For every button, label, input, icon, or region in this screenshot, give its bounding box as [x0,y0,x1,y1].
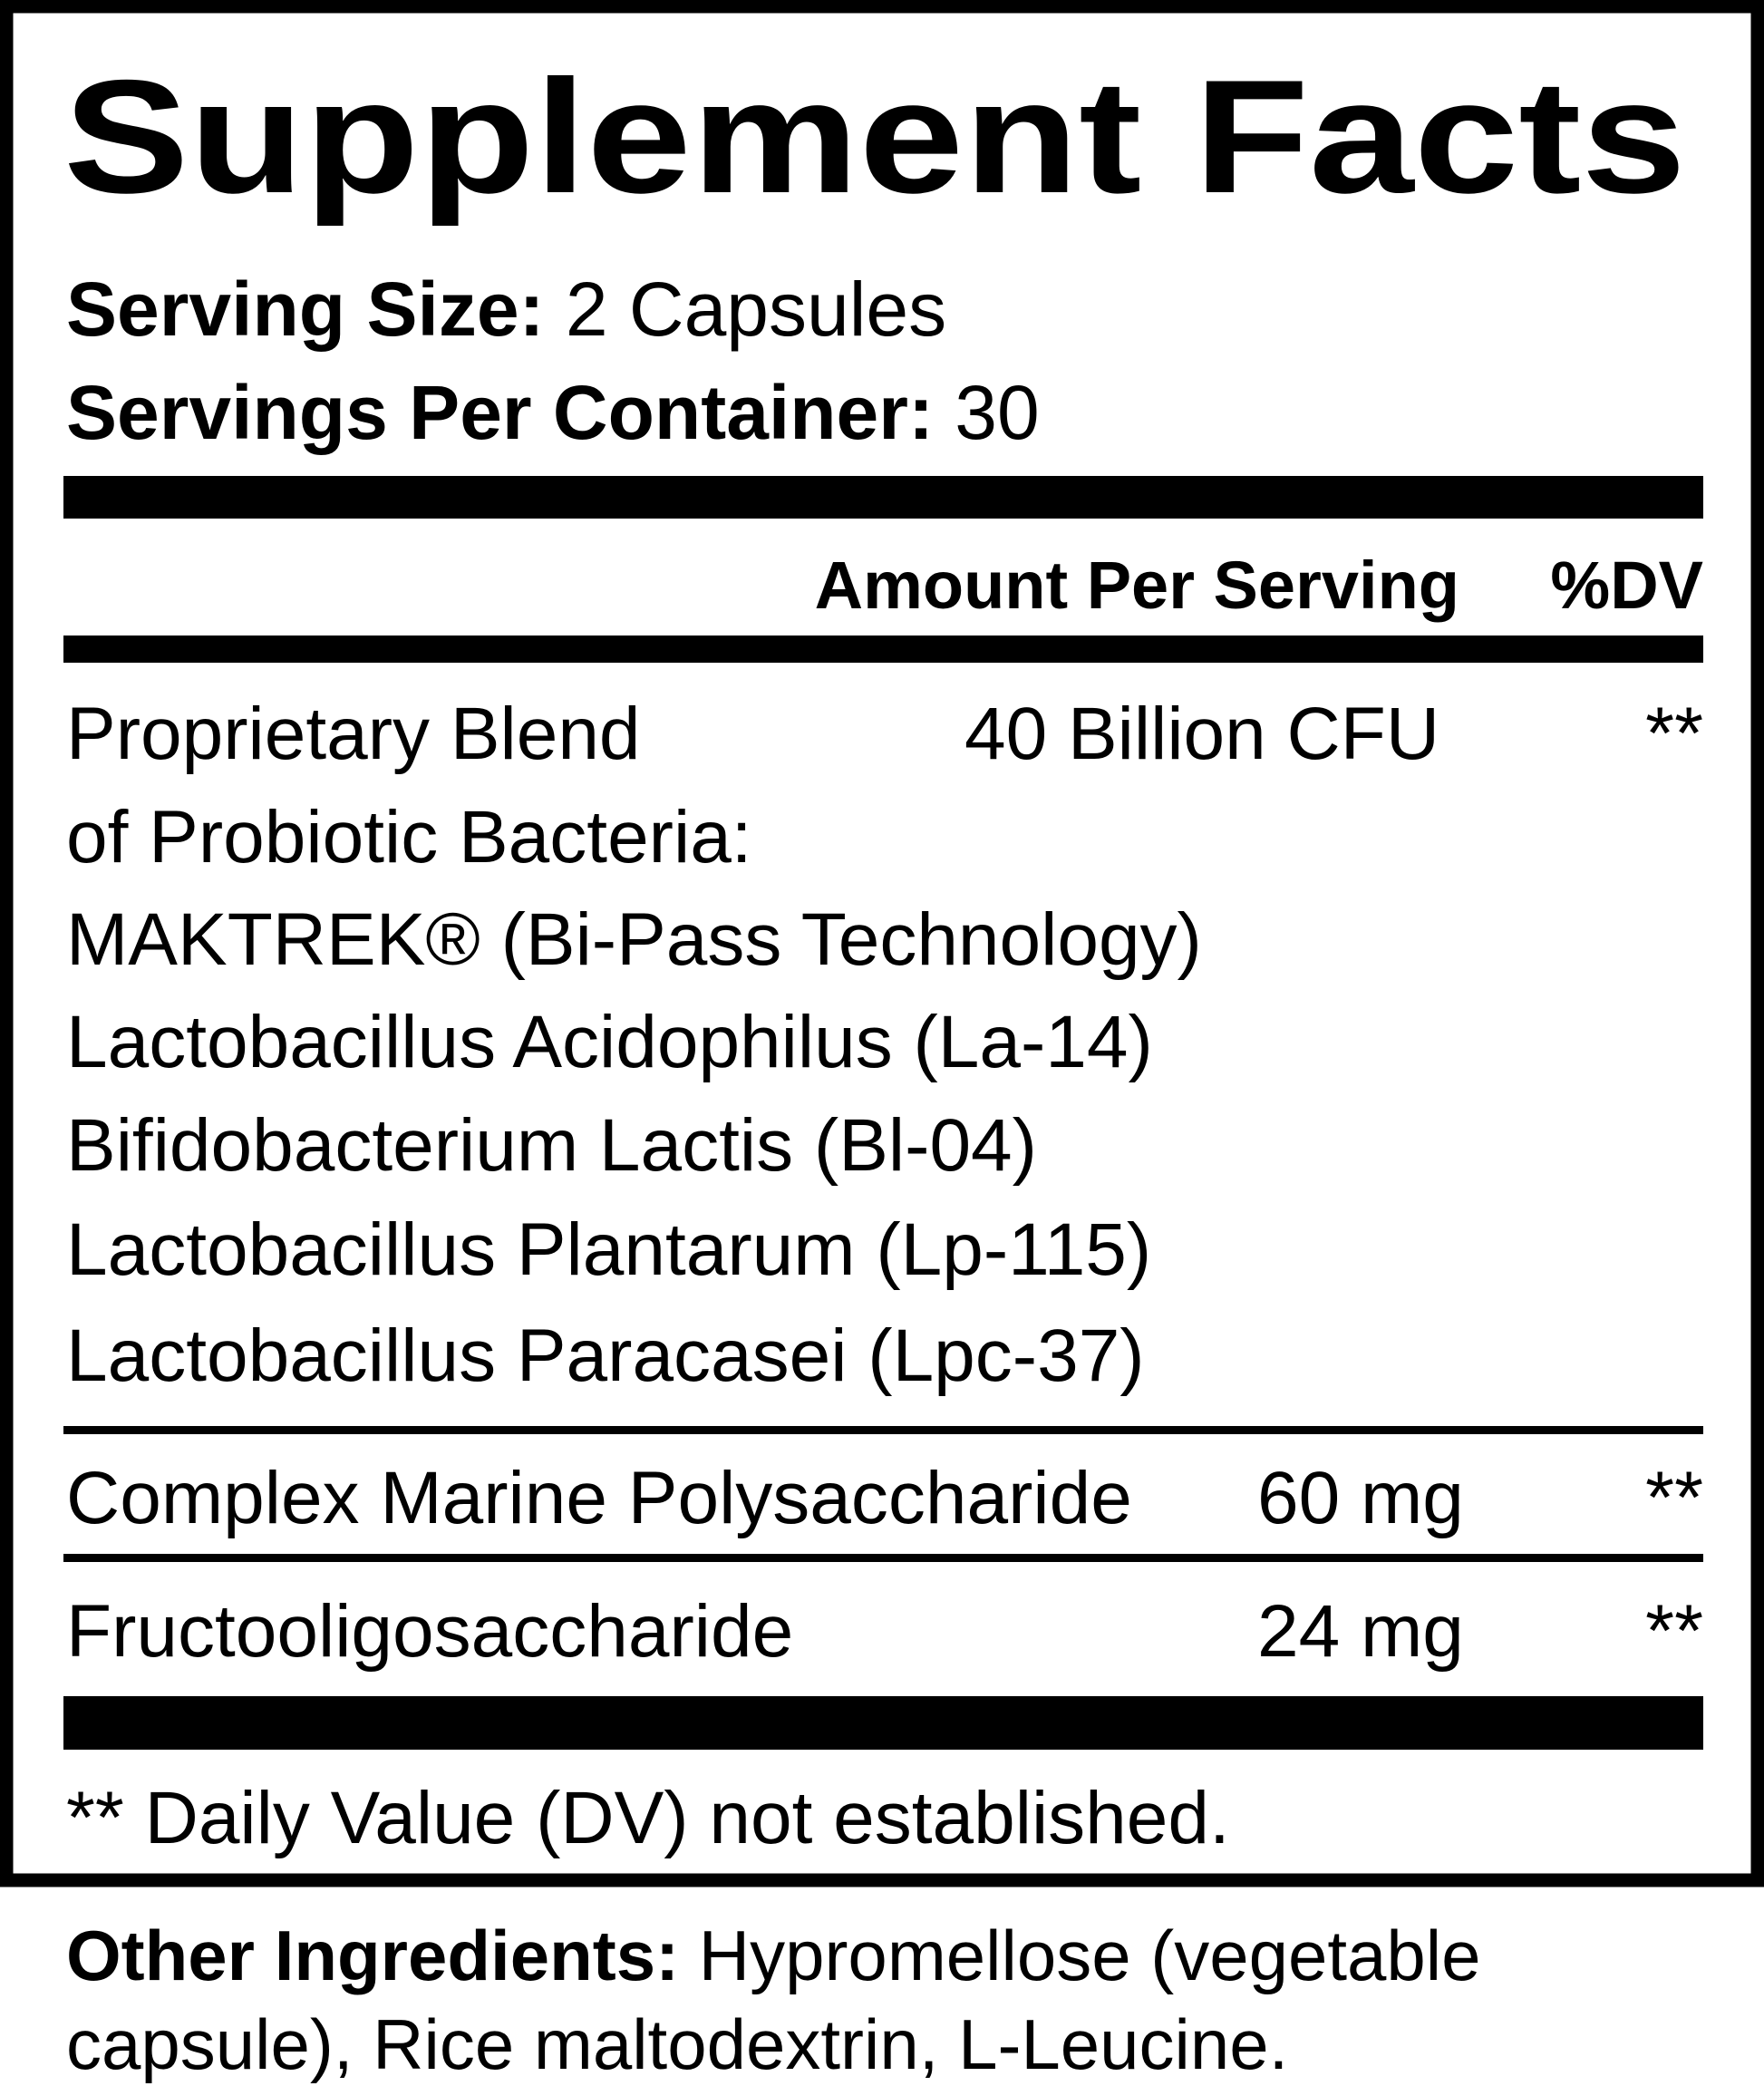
other-ingredients-text: Hypromellose (vegetable [699,1916,1481,1995]
ingredient-amount: 24 mg [1257,1590,1464,1673]
ingredient-name: Fructooligosaccharide [66,1590,793,1673]
ingredient-amount: 60 mg [1257,1457,1464,1539]
dv-header: %DV [1550,548,1703,623]
blend-line: Lactobacillus Paracasei (Lpc-37) [66,1315,1145,1397]
servings-label: Servings Per Container: [66,370,934,455]
blend-amount: 40 Billion CFU [964,693,1439,775]
servings-per-container: Servings Per Container: 30 [66,370,1040,455]
blend-line: Proprietary Blend [66,693,641,775]
ingredient-dv: ** [1645,1590,1703,1673]
serving-size: Serving Size: 2 Capsules [66,267,946,352]
other-ingredients: Other Ingredients: Hypromellose (vegetab… [66,1916,1481,1995]
ingredient-name: Complex Marine Polysaccharide [66,1457,1132,1539]
amount-header: Amount Per Serving [815,548,1459,623]
blend-line: MAKTREK® (Bi-Pass Technology) [66,898,1202,981]
thin-rule [63,1554,1703,1562]
serving-size-value: 2 Capsules [566,267,946,352]
other-ingredients-label: Other Ingredients: [66,1916,679,1995]
blend-line: of Probiotic Bacteria: [66,796,752,878]
serving-size-label: Serving Size: [66,267,545,352]
label-border [0,0,1764,1887]
blend-line: Lactobacillus Plantarum (Lp-115) [66,1208,1151,1291]
other-ingredients-line: capsule), Rice maltodextrin, L-Leucine. [66,2004,1288,2084]
thick-rule [63,476,1703,519]
thick-rule [63,636,1703,663]
blend-block: Proprietary Blend of Probiotic Bacteria: M… [66,693,1202,1397]
title: Supplement Facts [63,46,1686,227]
thin-rule [63,1426,1703,1434]
servings-value: 30 [955,370,1039,455]
blend-line: Lactobacillus Acidophilus (La-14) [66,1001,1153,1083]
blend-line: Bifidobacterium Lactis (Bl-04) [66,1104,1037,1187]
footnote: ** Daily Value (DV) not established. [66,1777,1230,1859]
ingredient-dv: ** [1645,1457,1703,1539]
blend-dv: ** [1645,693,1703,775]
thick-rule [63,1696,1703,1750]
